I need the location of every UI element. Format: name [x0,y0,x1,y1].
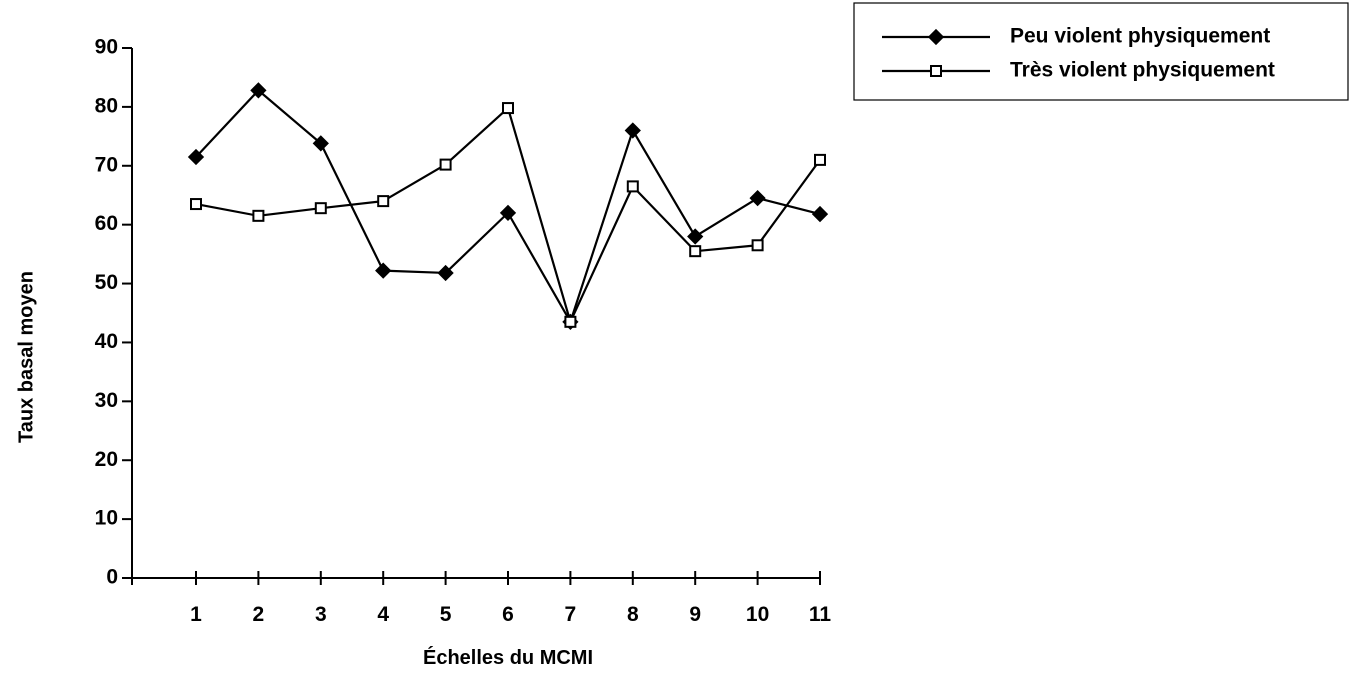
legend-marker [930,65,942,77]
y-tick-label: 30 [95,389,118,412]
data-point [502,102,514,115]
legend-entry: Très violent physiquement [882,59,1275,82]
x-tick-label: 10 [746,603,769,626]
y-tick-label: 20 [95,448,118,471]
data-point [687,228,704,245]
data-point [190,198,202,211]
y-tick-label: 50 [95,271,118,294]
x-tick-label: 2 [253,603,265,626]
data-point [439,158,452,171]
y-tick-label: 0 [106,566,118,589]
data-point [252,209,265,222]
y-tick-label: 70 [95,153,118,176]
legend: Peu violent physiquement Très violent phy… [853,2,1349,101]
series-layer [187,82,829,330]
y-tick-label: 80 [95,94,118,117]
data-point [624,122,641,139]
legend-box [853,2,1349,101]
x-tick-label: 1 [190,603,202,626]
y-tick-label: 40 [95,330,118,353]
data-point [312,135,329,152]
legend-marker [927,28,945,46]
series-2 [190,102,826,328]
legend-label: Très violent physiquement [1010,59,1275,82]
data-point [749,190,766,207]
data-point [437,264,454,282]
x-tick-label: 6 [502,603,514,626]
x-tick-label: 5 [440,603,452,626]
data-point [626,180,639,193]
data-point [811,205,829,223]
y-tick-label: 10 [95,507,118,530]
y-tick-label: 60 [95,212,118,235]
data-point [751,239,764,252]
legend-items: Peu violent physiquement Très violent phy… [882,25,1275,82]
axes [122,47,821,585]
x-tick-label: 8 [627,603,639,626]
x-axis-title: Échelles du MCMI [423,646,593,669]
x-tick-label: 7 [565,603,577,626]
data-point [377,195,390,208]
series-1 [187,82,829,330]
legend-label: Peu violent physiquement [1010,25,1270,48]
x-tick-label: 3 [315,603,327,626]
tick-labels: 0 10 20 30 40 50 60 70 80 90 1 2 3 4 5 6 7 8 9 10 11 [95,36,832,626]
data-point [814,153,826,166]
data-point [689,245,702,258]
data-point [499,204,517,222]
x-tick-label: 4 [377,603,389,626]
data-point [187,148,205,166]
y-tick-label: 90 [95,36,118,59]
data-point [314,202,327,215]
y-axis-title: Taux basal moyen [15,271,37,443]
data-point [375,262,392,279]
legend-entry: Peu violent physiquement [882,25,1270,48]
x-tick-label: 11 [809,603,832,626]
data-point [564,315,577,328]
data-point [250,82,267,99]
x-tick-label: 9 [689,603,701,626]
